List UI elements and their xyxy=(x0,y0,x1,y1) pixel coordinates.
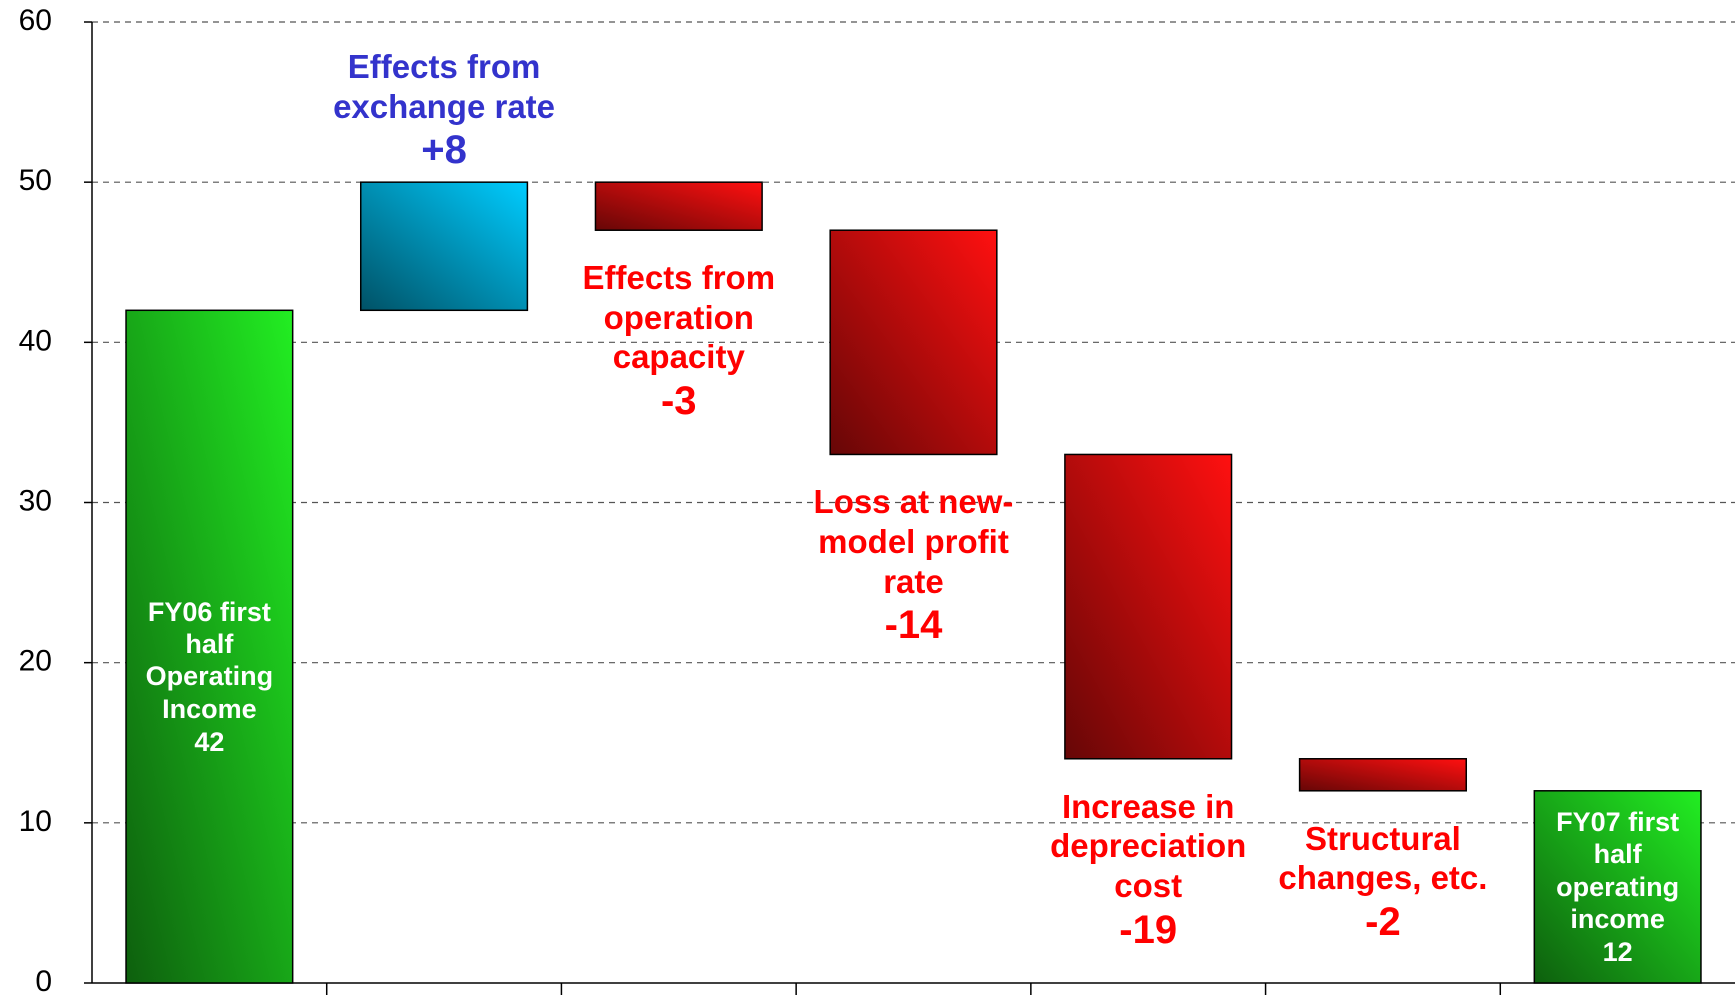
category-label: Effects from exchange rate xyxy=(333,48,556,125)
value-label: -14 xyxy=(884,603,943,648)
value-label: 42 xyxy=(194,726,225,757)
category-label: Increase in depreciation cost xyxy=(1050,787,1247,904)
value-label: 12 xyxy=(1602,936,1633,967)
y-tick-label: 60 xyxy=(19,4,52,37)
bar-shade xyxy=(125,309,294,984)
category-label: FY07 first half operating income xyxy=(1556,806,1680,935)
y-tick-label: 20 xyxy=(19,645,52,678)
bar-shade xyxy=(359,181,529,312)
bar-shade xyxy=(594,181,763,231)
bar-shade xyxy=(1298,758,1468,792)
bar-shade xyxy=(1533,790,1702,984)
category-label: Structural changes, etc. xyxy=(1278,819,1488,897)
value-label: +8 xyxy=(421,128,467,173)
bar-shade xyxy=(1064,453,1233,760)
value-label: -3 xyxy=(660,379,697,424)
y-tick-label: 40 xyxy=(19,324,52,357)
y-tick-label: 50 xyxy=(19,164,52,197)
value-label: -2 xyxy=(1365,899,1401,944)
y-tick-label: 30 xyxy=(19,484,52,517)
bar-shade xyxy=(829,229,998,456)
category-label: Effects from operation capacity xyxy=(582,259,776,376)
y-tick-label: 10 xyxy=(19,805,52,838)
value-label: -19 xyxy=(1119,907,1178,952)
y-tick-label: 0 xyxy=(35,965,52,998)
category-label: FY06 first half Operating Income xyxy=(145,596,274,724)
category-label: Loss at new-model profit rate xyxy=(813,483,1014,600)
